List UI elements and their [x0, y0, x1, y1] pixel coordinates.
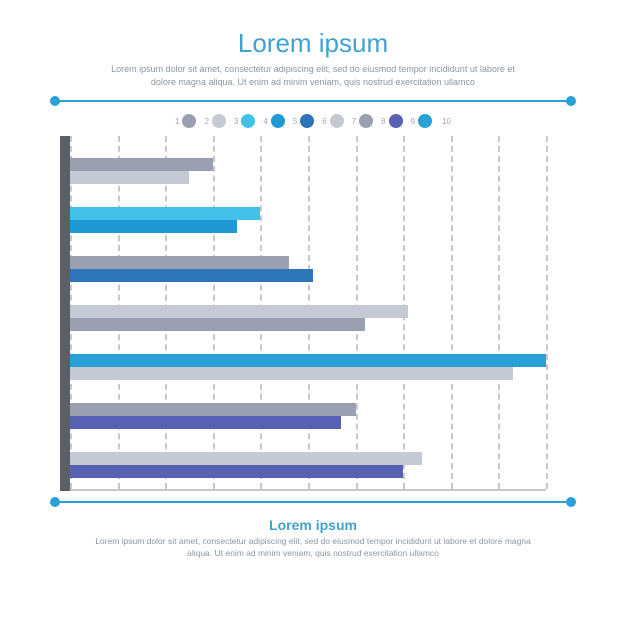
bar [70, 207, 260, 220]
bar [70, 220, 237, 233]
legend-number: 9 [411, 117, 415, 126]
bar-group [70, 146, 546, 195]
chart-title: Lorem ipsum [50, 28, 576, 59]
chart-subtitle: Lorem ipsum dolor sit amet, consectetur … [98, 63, 528, 88]
bar [70, 318, 365, 331]
legend-item: 7 [352, 114, 373, 128]
header: Lorem ipsum Lorem ipsum dolor sit amet, … [50, 28, 576, 88]
legend: 1 2 3 4 5 6 7 8 9 10 [50, 114, 576, 128]
x-axis [70, 489, 546, 491]
legend-item: 10 [440, 117, 451, 126]
bar-group [70, 391, 546, 440]
bar [70, 256, 289, 269]
legend-number: 10 [442, 117, 451, 126]
legend-dot [359, 114, 373, 128]
legend-item: 4 [263, 114, 284, 128]
legend-dot [182, 114, 196, 128]
legend-number: 7 [352, 117, 356, 126]
footer-title: Lorem ipsum [50, 517, 576, 533]
bar [70, 416, 341, 429]
bar [70, 367, 513, 380]
bar-group [70, 293, 546, 342]
bar-group [70, 342, 546, 391]
bar-group [70, 244, 546, 293]
legend-number: 3 [234, 117, 238, 126]
legend-dot [241, 114, 255, 128]
legend-item: 9 [411, 114, 432, 128]
legend-item: 1 [175, 114, 196, 128]
bar [70, 403, 356, 416]
bar [70, 171, 189, 184]
legend-dot [271, 114, 285, 128]
divider-top [50, 100, 576, 102]
legend-item: 8 [381, 114, 402, 128]
bar [70, 158, 213, 171]
legend-number: 2 [204, 117, 208, 126]
bar [70, 269, 313, 282]
footer: Lorem ipsum Lorem ipsum dolor sit amet, … [50, 517, 576, 560]
divider-dot-right [566, 96, 576, 106]
legend-dot [212, 114, 226, 128]
legend-dot [330, 114, 344, 128]
bar [70, 452, 422, 465]
legend-dot [300, 114, 314, 128]
divider-line-bar [58, 501, 568, 503]
y-axis [60, 136, 70, 491]
gridline [546, 136, 548, 489]
divider-dot-right [566, 497, 576, 507]
legend-dot [418, 114, 432, 128]
divider-bottom [50, 501, 576, 503]
legend-dot [389, 114, 403, 128]
legend-item: 3 [234, 114, 255, 128]
bars-container [70, 146, 546, 489]
legend-item: 6 [322, 114, 343, 128]
bar-group [70, 195, 546, 244]
legend-number: 1 [175, 117, 179, 126]
bar [70, 354, 546, 367]
legend-number: 6 [322, 117, 326, 126]
legend-number: 4 [263, 117, 267, 126]
divider-line-bar [58, 100, 568, 102]
bar [70, 305, 408, 318]
bar-group [70, 440, 546, 489]
legend-number: 8 [381, 117, 385, 126]
legend-number: 5 [293, 117, 297, 126]
legend-item: 2 [204, 114, 225, 128]
footer-text: Lorem ipsum dolor sit amet, consectetur … [93, 536, 533, 560]
chart-area [60, 136, 546, 491]
legend-item: 5 [293, 114, 314, 128]
bar [70, 465, 403, 478]
